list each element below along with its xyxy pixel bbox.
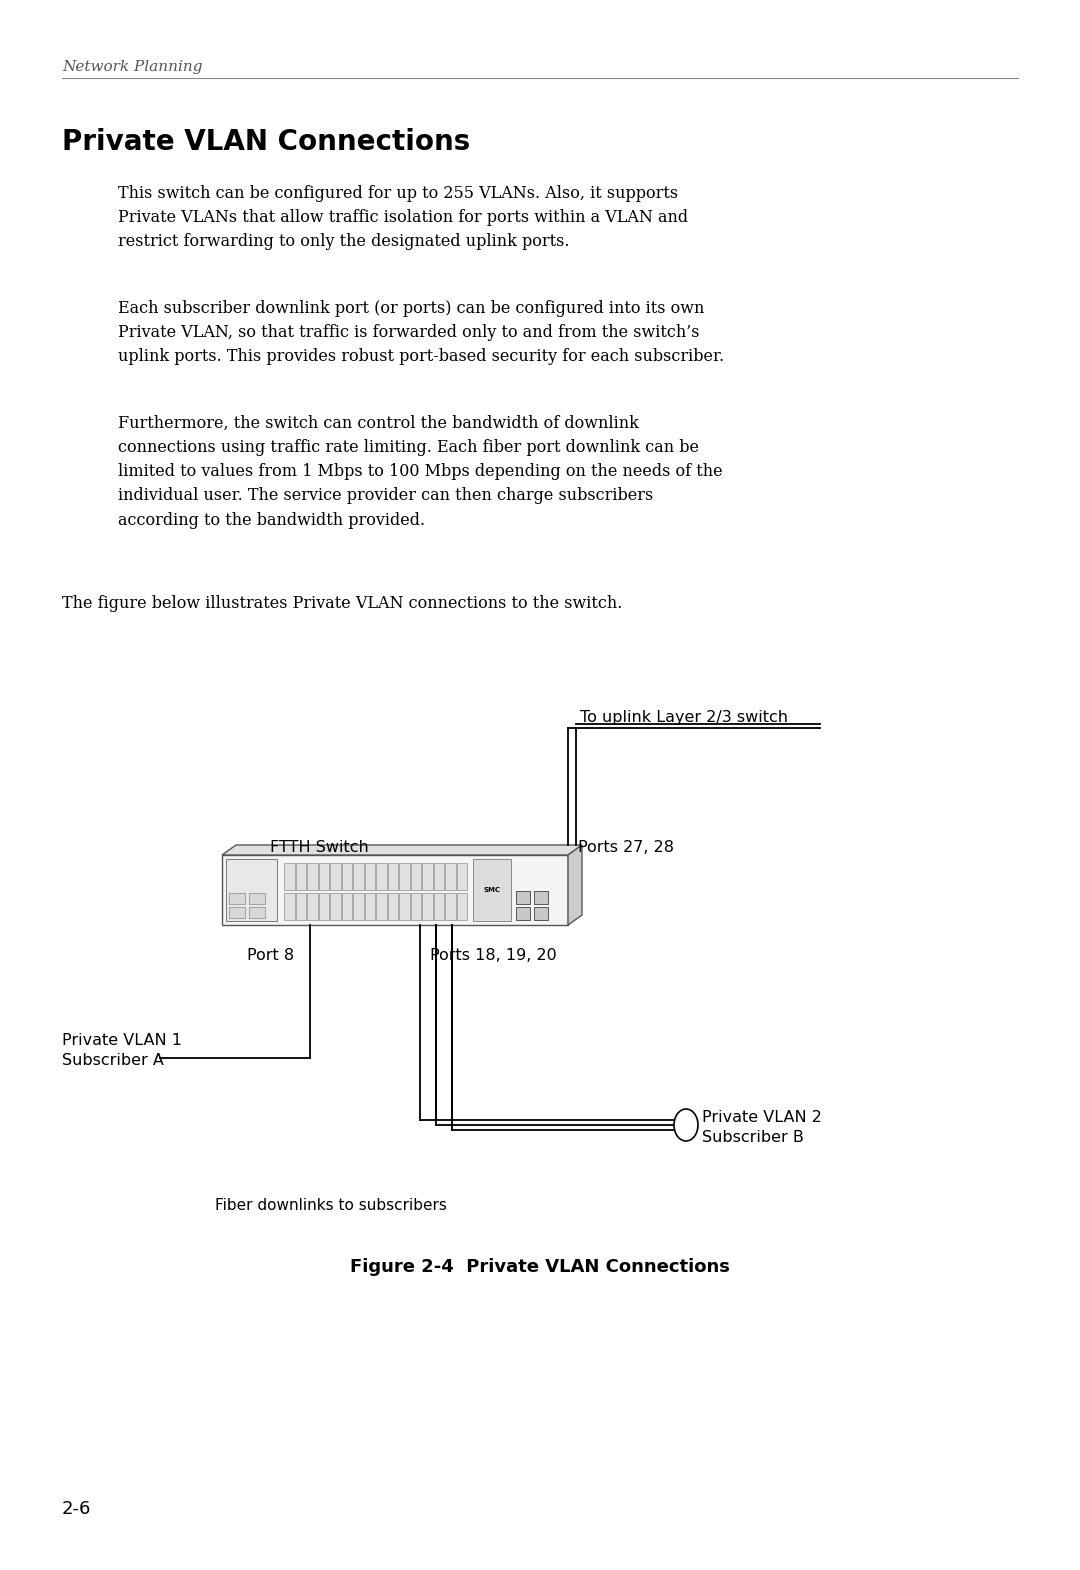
Text: Port 8: Port 8 [247, 948, 294, 962]
Text: Ports 27, 28: Ports 27, 28 [578, 840, 674, 856]
Bar [457, 893, 467, 920]
Text: Ports 18, 19, 20: Ports 18, 19, 20 [430, 948, 557, 962]
Text: Private VLAN 2
Subscriber B: Private VLAN 2 Subscriber B [702, 1110, 822, 1145]
Bar [457, 864, 467, 890]
Bar [330, 893, 340, 920]
Polygon shape [222, 845, 582, 856]
Bar [388, 864, 399, 890]
Text: This switch can be configured for up to 255 VLANs. Also, it supports
Private VLA: This switch can be configured for up to … [118, 185, 688, 250]
Bar [341, 864, 352, 890]
Bar [365, 864, 375, 890]
Bar [516, 907, 530, 920]
Bar [296, 893, 306, 920]
Text: SMC: SMC [484, 887, 500, 893]
Text: Private VLAN Connections: Private VLAN Connections [62, 129, 470, 155]
Bar [473, 859, 511, 922]
Bar [229, 907, 245, 918]
Text: To uplink Layer 2/3 switch: To uplink Layer 2/3 switch [580, 710, 788, 725]
Bar [376, 864, 387, 890]
Bar [353, 893, 364, 920]
Bar [422, 864, 432, 890]
Bar [307, 893, 318, 920]
Bar [433, 893, 444, 920]
Bar [534, 907, 548, 920]
Bar [229, 893, 245, 904]
Bar [341, 893, 352, 920]
Bar [319, 864, 329, 890]
Bar [330, 864, 340, 890]
Text: Figure 2-4  Private VLAN Connections: Figure 2-4 Private VLAN Connections [350, 1258, 730, 1276]
Polygon shape [568, 845, 582, 925]
Bar [365, 893, 375, 920]
Bar [284, 864, 295, 890]
Bar [376, 893, 387, 920]
Bar [388, 893, 399, 920]
Text: The figure below illustrates Private VLAN connections to the switch.: The figure below illustrates Private VLA… [62, 595, 622, 612]
Bar [422, 893, 432, 920]
Text: 2-6: 2-6 [62, 1499, 92, 1518]
Bar [296, 864, 306, 890]
Bar [249, 907, 265, 918]
Bar [307, 864, 318, 890]
Bar [399, 864, 409, 890]
Bar [433, 864, 444, 890]
Text: Network Planning: Network Planning [62, 60, 203, 74]
Text: FTTH Switch: FTTH Switch [270, 840, 368, 856]
Bar [284, 893, 295, 920]
Ellipse shape [674, 1108, 698, 1141]
Bar [399, 893, 409, 920]
Bar [319, 893, 329, 920]
Text: Private VLAN 1
Subscriber A: Private VLAN 1 Subscriber A [62, 1033, 183, 1068]
Bar [534, 892, 548, 904]
Bar [249, 893, 265, 904]
Text: Each subscriber downlink port (or ports) can be configured into its own
Private : Each subscriber downlink port (or ports)… [118, 300, 724, 366]
Text: Fiber downlinks to subscribers: Fiber downlinks to subscribers [215, 1198, 447, 1214]
Bar [353, 864, 364, 890]
FancyBboxPatch shape [222, 856, 568, 925]
Bar [445, 864, 456, 890]
Bar [410, 864, 421, 890]
Bar [226, 859, 276, 922]
Bar [445, 893, 456, 920]
Text: Furthermore, the switch can control the bandwidth of downlink
connections using : Furthermore, the switch can control the … [118, 414, 723, 529]
Bar [410, 893, 421, 920]
Bar [516, 892, 530, 904]
